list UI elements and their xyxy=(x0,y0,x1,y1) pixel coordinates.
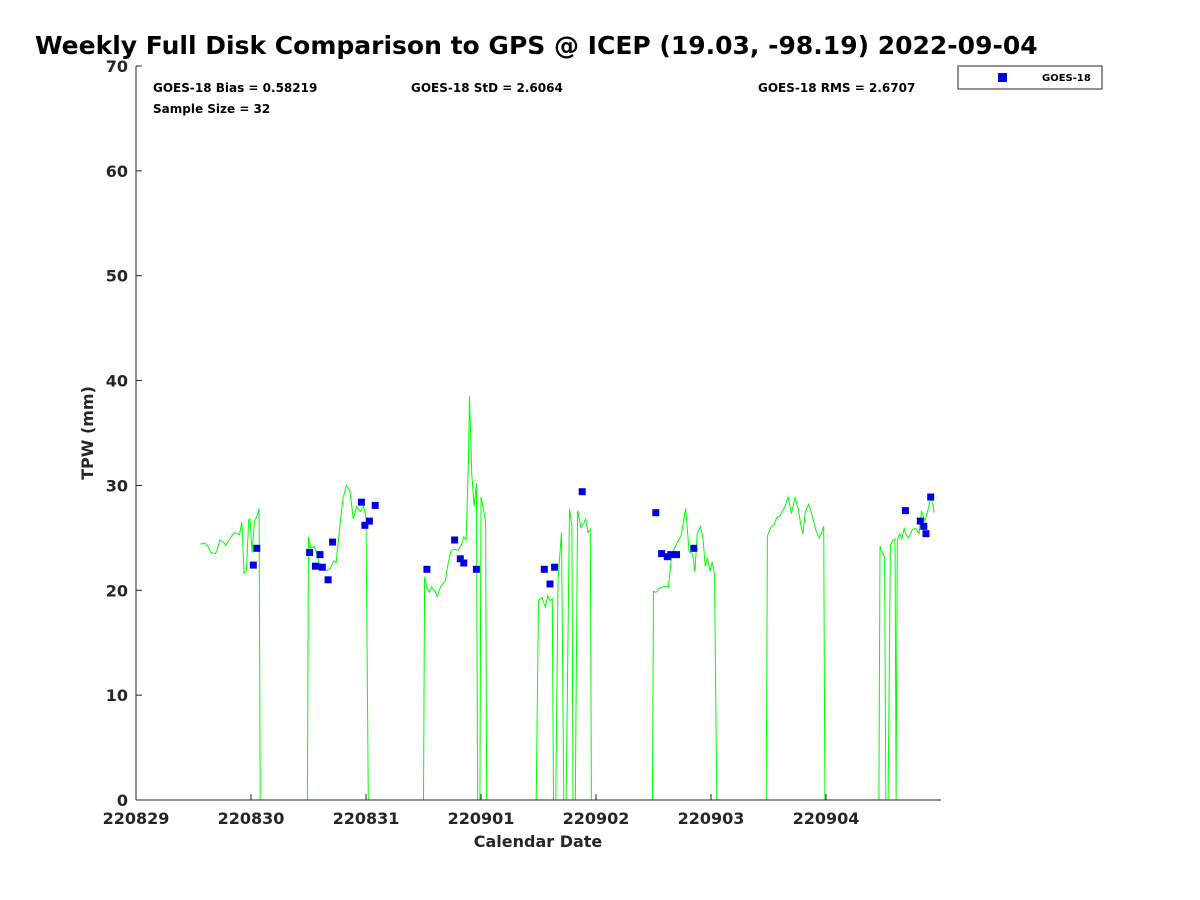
goes-18-point-12 xyxy=(423,565,431,573)
y-tick-label: 10 xyxy=(106,686,128,705)
goes-18-point-4 xyxy=(316,551,324,559)
legend-label-goes-18: GOES-18 xyxy=(1042,73,1091,84)
x-tick-label: 220903 xyxy=(678,809,745,828)
goes-18-point-9 xyxy=(361,521,369,529)
legend-marker-goes-18 xyxy=(998,73,1007,82)
goes-18-point-2 xyxy=(306,549,314,556)
goes-18-point-3 xyxy=(311,562,319,570)
x-tick-label: 220902 xyxy=(563,809,630,828)
goes-18-point-5 xyxy=(318,563,326,571)
gps-line-segment-1 xyxy=(306,484,369,801)
bias-stat: GOES-18 Bias = 0.58219 xyxy=(153,81,317,95)
x-tick-label: 220901 xyxy=(448,809,515,828)
goes-18-point-11 xyxy=(371,501,379,509)
gps-line-segment-5 xyxy=(765,495,826,801)
x-tick-label: 220831 xyxy=(333,809,400,828)
y-tick-label: 30 xyxy=(106,476,128,495)
gps-line-segment-3 xyxy=(535,508,592,801)
plot-area xyxy=(200,396,935,801)
goes-18-point-24 xyxy=(667,551,675,559)
x-tick-label: 220904 xyxy=(793,809,860,828)
goes-18-point-16 xyxy=(472,565,480,573)
goes-18-point-28 xyxy=(916,517,924,525)
goes-18-point-7 xyxy=(329,538,337,546)
goes-18-point-20 xyxy=(578,488,586,496)
y-tick-label: 0 xyxy=(117,791,128,810)
goes-18-point-14 xyxy=(456,555,464,563)
goes-18-point-15 xyxy=(460,559,468,567)
y-axis-label: TPW (mm) xyxy=(78,386,97,480)
sample-size-stat: Sample Size = 32 xyxy=(153,102,270,116)
goes-18-point-21 xyxy=(652,509,660,517)
legend: GOES-18 xyxy=(957,65,1103,90)
x-tick-label: 220829 xyxy=(103,809,170,828)
y-tick-label: 20 xyxy=(106,581,128,600)
y-tick-label: 40 xyxy=(106,372,128,391)
goes-18-point-25 xyxy=(673,551,680,559)
goes-18-point-8 xyxy=(357,498,365,506)
goes-18-point-10 xyxy=(365,517,373,525)
goes-18-point-22 xyxy=(658,550,666,558)
gps-line-segment-6 xyxy=(878,495,935,801)
goes-18-point-30 xyxy=(922,530,930,538)
goes-18-point-13 xyxy=(451,536,459,544)
x-axis-label: Calendar Date xyxy=(474,832,603,851)
gps-line-segment-4 xyxy=(651,508,718,801)
goes-18-point-26 xyxy=(690,544,698,552)
x-axis-ticks: 220829 220830 220831 220901 220902 220903 2209… xyxy=(103,794,860,828)
goes-18-point-31 xyxy=(927,493,935,501)
rms-stat: GOES-18 RMS = 2.6707 xyxy=(758,81,915,95)
gps-lines xyxy=(200,396,935,801)
gps-line-segment-0 xyxy=(200,508,261,801)
goes-18-point-6 xyxy=(324,576,332,584)
goes-points xyxy=(249,488,935,588)
y-tick-label: 50 xyxy=(106,267,128,286)
goes-18-point-27 xyxy=(901,507,909,515)
goes-18-point-29 xyxy=(920,522,928,530)
goes-18-point-1 xyxy=(253,544,261,552)
y-axis-ticks: 0 10 20 30 40 50 60 70 xyxy=(106,57,142,810)
y-tick-label: 60 xyxy=(106,162,128,181)
std-stat: GOES-18 StD = 2.6064 xyxy=(411,81,563,95)
goes-18-point-18 xyxy=(546,580,554,588)
goes-18-point-17 xyxy=(540,565,548,573)
goes-18-point-0 xyxy=(249,561,257,569)
goes-18-point-19 xyxy=(551,563,559,571)
legend-box xyxy=(957,65,1103,90)
chart-title: Weekly Full Disk Comparison to GPS @ ICE… xyxy=(35,31,1038,60)
x-tick-label: 220830 xyxy=(218,809,285,828)
gps-line-segment-2 xyxy=(423,396,488,801)
y-tick-label: 70 xyxy=(106,57,128,76)
